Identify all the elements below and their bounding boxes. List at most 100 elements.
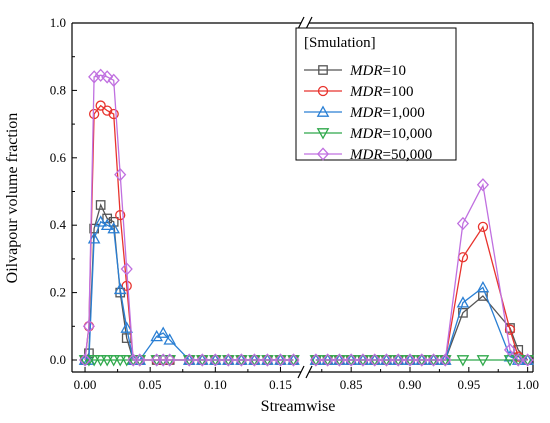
data-point	[95, 100, 106, 111]
data-point	[102, 105, 113, 116]
legend-label: MDR=10	[349, 63, 406, 79]
data-point	[456, 216, 470, 231]
y-tick-label: 0.0	[50, 352, 66, 367]
data-point	[163, 333, 177, 345]
legend-item: MDR=10,000	[304, 126, 432, 142]
data-point	[100, 218, 114, 231]
data-point	[88, 70, 101, 84]
data-point	[108, 216, 119, 227]
series-line	[315, 225, 528, 361]
data-point	[476, 281, 490, 293]
legend-label-suffix: =10,000	[383, 126, 433, 142]
data-point	[222, 353, 235, 367]
data-point	[458, 307, 468, 318]
data-point	[321, 353, 334, 367]
data-point	[114, 167, 127, 182]
legend-marker	[317, 85, 329, 97]
legend-label-suffix: =50,000	[383, 147, 433, 163]
y-tick-label: 0.6	[50, 150, 67, 165]
legend-label-suffix: =100	[383, 84, 414, 100]
data-point	[415, 353, 428, 367]
axes: 0.0 0.2 0.4 0.6 0.8 1.0 0.00 0.05 0.10 0.15 0.85 0.…	[50, 15, 539, 392]
series-5	[78, 68, 534, 367]
y-tick-label: 1.0	[50, 15, 66, 30]
series-layer	[78, 68, 534, 367]
data-point	[456, 296, 470, 308]
data-point	[94, 215, 107, 227]
data-point	[94, 355, 107, 367]
legend-label: MDR=50,000	[349, 147, 432, 163]
axis-break-mark	[297, 365, 305, 379]
data-point	[107, 222, 120, 234]
data-point	[345, 353, 358, 367]
data-point	[101, 70, 114, 84]
data-point	[95, 200, 106, 210]
legend-marker	[316, 128, 330, 140]
legend-label-prefix: MDR	[349, 63, 383, 79]
x-axis-title: Streamwise	[261, 398, 336, 415]
data-point	[512, 353, 525, 367]
data-point	[120, 262, 133, 276]
data-point	[333, 353, 346, 367]
y-tick-label: 0.2	[50, 285, 66, 300]
y-axis-title: Oilvapour volume fraction	[4, 113, 21, 284]
data-point	[457, 252, 469, 263]
data-point	[163, 353, 176, 367]
data-point	[100, 355, 114, 367]
data-point	[113, 282, 127, 295]
axis-break-mark	[297, 16, 305, 30]
data-point	[368, 353, 381, 367]
legend-label-prefix: MDR	[349, 147, 383, 163]
data-point	[120, 321, 134, 333]
legend-item: MDR=1,000	[304, 105, 425, 121]
data-point	[503, 343, 517, 357]
legend-marker	[316, 147, 330, 161]
series-line	[84, 74, 294, 361]
data-point	[107, 355, 120, 367]
series-line	[315, 295, 529, 361]
legend-marker	[316, 105, 330, 117]
data-point	[209, 353, 222, 367]
data-point	[356, 353, 370, 367]
data-point	[504, 324, 516, 335]
legend-label: MDR=100	[349, 84, 413, 100]
data-point	[248, 353, 261, 367]
legend-label-prefix: MDR	[349, 84, 383, 100]
y-tick-label: 0.8	[50, 82, 66, 97]
x-tick-label: 0.95	[457, 377, 480, 392]
data-point	[439, 353, 452, 367]
y-tick-label: 0.4	[50, 217, 67, 232]
axis-break-mark	[305, 16, 313, 30]
x-tick-label: 0.90	[399, 377, 422, 392]
data-point	[235, 353, 248, 367]
x-tick-label: 0.15	[269, 377, 292, 392]
legend-label-prefix: MDR	[349, 126, 383, 142]
data-point	[87, 232, 101, 244]
data-point	[476, 178, 490, 192]
data-point	[392, 353, 405, 367]
legend-marker	[318, 65, 328, 75]
data-point	[102, 213, 113, 224]
legend: [Smulation]MDR=10MDR=100MDR=1,000MDR=10,…	[295, 27, 457, 163]
data-point	[403, 353, 417, 367]
data-point	[456, 355, 470, 367]
axis-break-mark	[305, 365, 313, 379]
x-tick-label: 0.05	[139, 377, 162, 392]
data-point	[113, 355, 127, 367]
data-point	[156, 326, 170, 338]
legend-label-prefix: MDR	[349, 105, 383, 121]
x-tick-label: 0.85	[340, 377, 363, 392]
data-point	[477, 221, 489, 233]
series-3	[78, 215, 534, 365]
legend-label-suffix: =10	[383, 63, 406, 79]
data-point	[82, 319, 96, 333]
legend-label: MDR=1,000	[349, 105, 425, 121]
data-point	[78, 353, 92, 367]
data-point	[121, 280, 132, 292]
data-point	[274, 353, 287, 367]
legend-label: MDR=10,000	[349, 126, 432, 142]
data-point	[183, 353, 196, 367]
legend-label-suffix: =1,000	[383, 105, 425, 121]
data-point	[108, 108, 119, 120]
